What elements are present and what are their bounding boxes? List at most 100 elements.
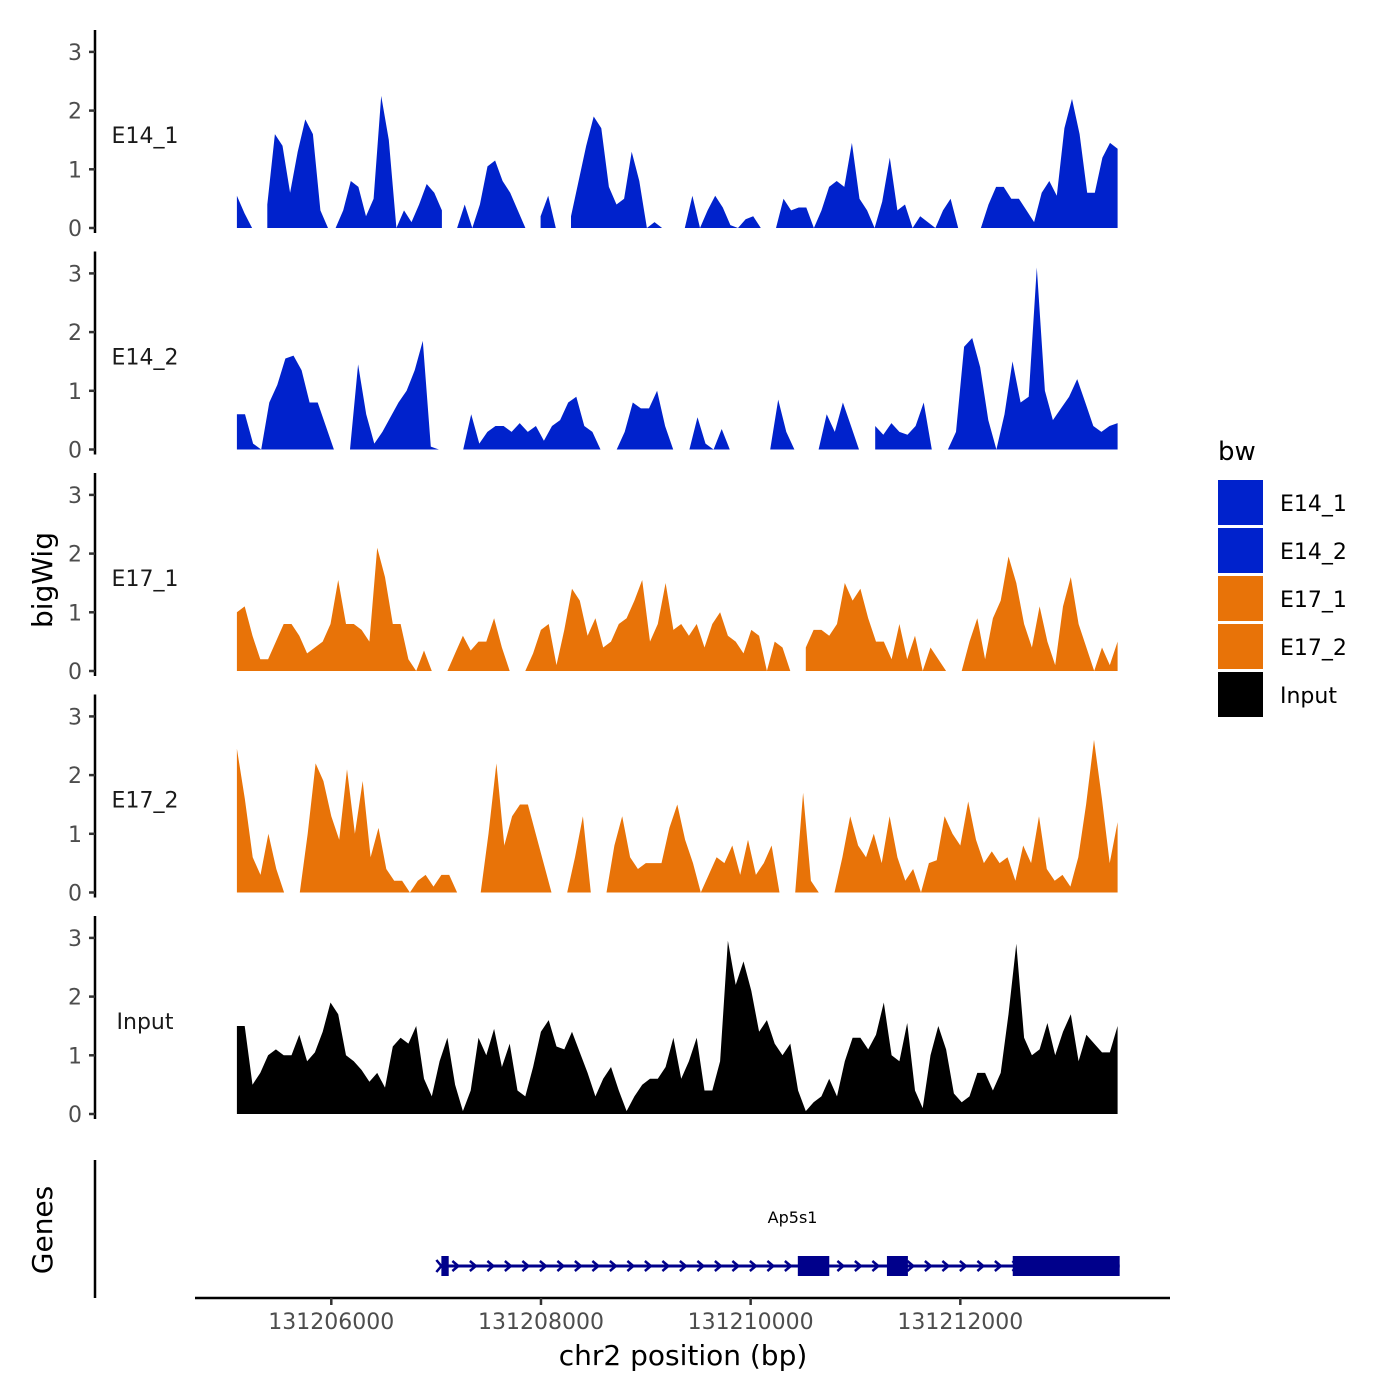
- strand-arrow: [696, 1260, 706, 1272]
- y-tick-label: 1: [68, 158, 82, 183]
- legend-label: E14_1: [1280, 492, 1347, 517]
- signal-area: [457, 160, 526, 228]
- strand-arrow: [854, 1260, 863, 1272]
- y-tick-label: 3: [68, 705, 82, 730]
- legend-swatch: [1218, 480, 1263, 525]
- y-tick-label: 3: [68, 927, 82, 952]
- y-tick-label: 2: [68, 100, 82, 125]
- strand-arrow: [959, 1260, 968, 1272]
- x-tick-label: 131210000: [688, 1310, 814, 1335]
- y-tick-label: 0: [68, 439, 82, 464]
- strand-arrow: [521, 1260, 531, 1272]
- y-tick-label: 0: [68, 1103, 82, 1128]
- y-axis-title: bigWig: [26, 532, 59, 628]
- strand-arrow: [609, 1260, 618, 1272]
- gene-exon: [441, 1256, 449, 1276]
- y-tick-label: 2: [68, 543, 82, 568]
- track-label: E17_2: [112, 789, 179, 814]
- strand-arrow: [871, 1260, 881, 1272]
- signal-area: [571, 116, 663, 228]
- strand-arrow: [539, 1260, 548, 1272]
- y-tick-label: 1: [68, 1044, 82, 1069]
- gene-exon: [797, 1256, 830, 1276]
- strand-arrow: [556, 1260, 566, 1272]
- strand-arrow: [626, 1260, 636, 1272]
- signal-area: [525, 580, 791, 671]
- signal-area: [463, 396, 601, 450]
- signal-area: [776, 142, 959, 228]
- x-tick-label: 131212000: [897, 1310, 1023, 1335]
- y-tick-label: 2: [68, 986, 82, 1011]
- strand-arrow: [784, 1260, 793, 1272]
- strand-arrow: [679, 1260, 688, 1272]
- signal-area: [236, 748, 285, 893]
- signal-area: [480, 763, 552, 893]
- signal-area: [805, 583, 947, 671]
- x-tick-label: 131208000: [478, 1310, 604, 1335]
- signal-area: [236, 355, 334, 450]
- strand-arrow: [574, 1260, 583, 1272]
- strand-arrow: [994, 1260, 1003, 1272]
- signal-area: [567, 816, 591, 893]
- signal-area: [947, 267, 1118, 450]
- y-tick-label: 0: [68, 217, 82, 242]
- signal-area: [616, 390, 674, 450]
- legend-swatch: [1218, 576, 1263, 621]
- signal-area: [236, 547, 432, 671]
- y-tick-label: 1: [68, 380, 82, 405]
- strand-arrow: [941, 1260, 951, 1272]
- y-tick-label: 2: [68, 321, 82, 346]
- x-axis-title: chr2 position (bp): [559, 1339, 808, 1372]
- track-label: E14_2: [112, 346, 179, 371]
- signal-area: [606, 804, 780, 893]
- strand-arrow: [504, 1260, 513, 1272]
- gene-exon: [1012, 1256, 1120, 1276]
- legend-swatch: [1218, 624, 1263, 669]
- signal-area: [980, 98, 1118, 229]
- signal-area: [818, 402, 859, 450]
- y-tick-label: 1: [68, 601, 82, 626]
- gene-exon: [886, 1256, 908, 1276]
- signal-area: [267, 95, 442, 229]
- gene-label: Ap5s1: [768, 1208, 818, 1227]
- y-tick-label: 3: [68, 262, 82, 287]
- legend-label: Input: [1280, 684, 1337, 709]
- y-tick-label: 0: [68, 882, 82, 907]
- strand-arrow: [469, 1260, 478, 1272]
- y-tick-label: 3: [68, 41, 82, 66]
- track-E14_1: 0 1 2 3 E14_1: [68, 30, 1118, 242]
- legend-label: E17_2: [1280, 636, 1347, 661]
- y-tick-label: 0: [68, 660, 82, 685]
- signal-area: [299, 763, 458, 893]
- signal-area: [236, 940, 1118, 1114]
- legend-label: E14_2: [1280, 540, 1347, 565]
- track-E17_2: 0 1 2 3 E17_2: [68, 694, 1118, 907]
- legend-swatch: [1218, 672, 1263, 717]
- legend-title: bw: [1218, 437, 1256, 467]
- genes-panel: Ap5s1: [93, 1160, 1120, 1298]
- strand-arrow: [714, 1260, 723, 1272]
- signal-area: [684, 195, 761, 228]
- signal-area: [834, 739, 1118, 893]
- signal-area: [350, 340, 439, 450]
- strand-arrow: [591, 1260, 601, 1272]
- strand-arrow: [661, 1260, 671, 1272]
- legend: bw E14_1 E14_2 E17_1 E17_2 Input: [1218, 437, 1347, 717]
- signal-area: [875, 402, 932, 450]
- legend-swatch: [1218, 528, 1263, 573]
- signal-area: [236, 195, 253, 228]
- strand-arrow: [451, 1260, 461, 1272]
- strand-arrow: [976, 1260, 986, 1272]
- strand-arrow: [766, 1260, 776, 1272]
- y-tick-label: 2: [68, 764, 82, 789]
- track-E14_2: 0 1 2 3 E14_2: [68, 251, 1118, 464]
- track-label: Input: [117, 1010, 174, 1035]
- signal-tracks: 0 1 2 3 E14_1 0 1 2 3 E14_2 0 1 2 3 E17_1 0 1 2 3 E17_2 0 1 2 3…: [68, 30, 1118, 1128]
- strand-arrow: [644, 1260, 653, 1272]
- x-tick-label: 131206000: [268, 1310, 394, 1335]
- signal-area: [770, 399, 795, 450]
- signal-area: [540, 195, 556, 228]
- strand-arrow: [924, 1260, 933, 1272]
- signal-area: [795, 792, 819, 893]
